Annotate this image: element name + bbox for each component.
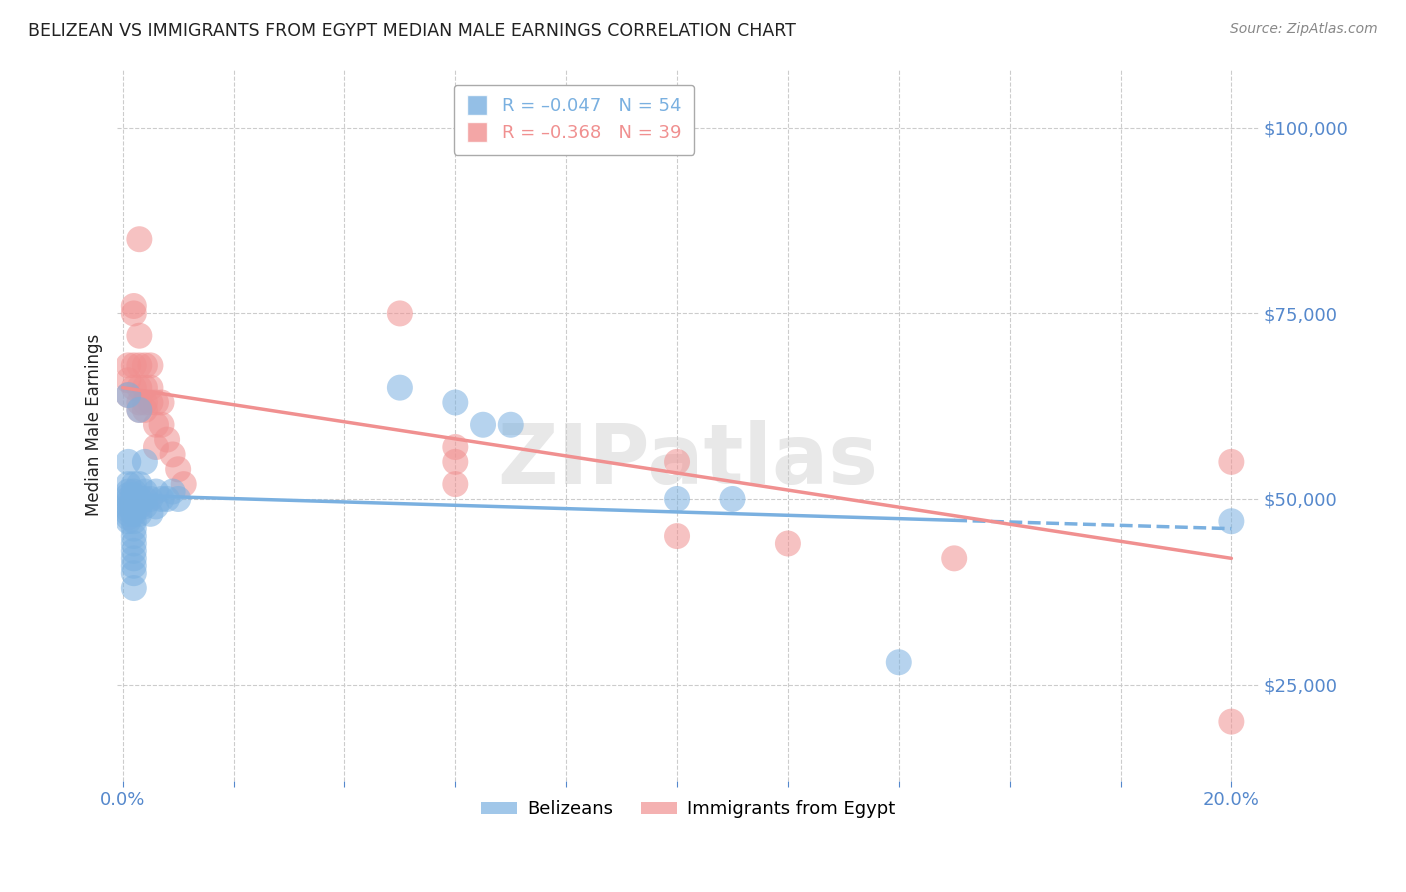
Point bbox=[666, 455, 689, 469]
Point bbox=[167, 462, 190, 476]
Point bbox=[122, 477, 145, 491]
Text: Source: ZipAtlas.com: Source: ZipAtlas.com bbox=[1230, 22, 1378, 37]
Point bbox=[117, 388, 139, 402]
Point bbox=[943, 551, 966, 566]
Point bbox=[139, 381, 162, 395]
Point bbox=[150, 417, 173, 432]
Point bbox=[122, 566, 145, 581]
Point bbox=[162, 447, 184, 461]
Point bbox=[139, 395, 162, 409]
Point bbox=[117, 455, 139, 469]
Y-axis label: Median Male Earnings: Median Male Earnings bbox=[86, 334, 103, 516]
Point bbox=[134, 455, 156, 469]
Point bbox=[122, 299, 145, 313]
Point bbox=[122, 558, 145, 573]
Point bbox=[122, 381, 145, 395]
Point bbox=[128, 381, 150, 395]
Point bbox=[721, 491, 744, 506]
Point bbox=[122, 484, 145, 499]
Point bbox=[139, 507, 162, 521]
Point bbox=[134, 381, 156, 395]
Point bbox=[162, 484, 184, 499]
Point bbox=[1220, 514, 1243, 528]
Point bbox=[139, 491, 162, 506]
Point bbox=[134, 403, 156, 417]
Point bbox=[156, 491, 179, 506]
Point bbox=[134, 484, 156, 499]
Point bbox=[150, 395, 173, 409]
Point bbox=[122, 514, 145, 528]
Point bbox=[117, 484, 139, 499]
Point bbox=[117, 500, 139, 514]
Point bbox=[134, 500, 156, 514]
Text: BELIZEAN VS IMMIGRANTS FROM EGYPT MEDIAN MALE EARNINGS CORRELATION CHART: BELIZEAN VS IMMIGRANTS FROM EGYPT MEDIAN… bbox=[28, 22, 796, 40]
Point bbox=[117, 373, 139, 387]
Point bbox=[122, 529, 145, 543]
Point bbox=[139, 359, 162, 373]
Point bbox=[117, 488, 139, 502]
Point bbox=[444, 455, 467, 469]
Point bbox=[122, 544, 145, 558]
Point bbox=[128, 403, 150, 417]
Point bbox=[776, 536, 799, 550]
Point bbox=[666, 529, 689, 543]
Point bbox=[1220, 714, 1243, 729]
Point bbox=[117, 514, 139, 528]
Legend: Belizeans, Immigrants from Egypt: Belizeans, Immigrants from Egypt bbox=[474, 793, 903, 825]
Point bbox=[128, 403, 150, 417]
Point bbox=[122, 306, 145, 320]
Point bbox=[122, 536, 145, 550]
Point bbox=[122, 488, 145, 502]
Point bbox=[388, 306, 411, 320]
Point bbox=[887, 655, 910, 669]
Point bbox=[444, 395, 467, 409]
Point bbox=[499, 417, 522, 432]
Point bbox=[128, 395, 150, 409]
Point bbox=[128, 491, 150, 506]
Point bbox=[117, 510, 139, 524]
Point bbox=[122, 581, 145, 595]
Point bbox=[1220, 455, 1243, 469]
Point bbox=[117, 503, 139, 517]
Point bbox=[117, 496, 139, 510]
Point bbox=[666, 491, 689, 506]
Point bbox=[156, 433, 179, 447]
Point bbox=[122, 507, 145, 521]
Point bbox=[128, 507, 150, 521]
Point bbox=[444, 440, 467, 454]
Point bbox=[472, 417, 495, 432]
Point bbox=[145, 417, 167, 432]
Point bbox=[173, 477, 195, 491]
Point bbox=[145, 395, 167, 409]
Point bbox=[150, 491, 173, 506]
Point bbox=[117, 388, 139, 402]
Point bbox=[145, 484, 167, 499]
Point bbox=[145, 500, 167, 514]
Point bbox=[128, 359, 150, 373]
Point bbox=[117, 491, 139, 506]
Point bbox=[128, 328, 150, 343]
Point bbox=[134, 395, 156, 409]
Point bbox=[117, 477, 139, 491]
Point bbox=[388, 381, 411, 395]
Point bbox=[167, 491, 190, 506]
Point bbox=[128, 477, 150, 491]
Point bbox=[134, 359, 156, 373]
Point bbox=[122, 496, 145, 510]
Point bbox=[122, 522, 145, 536]
Point bbox=[122, 503, 145, 517]
Point bbox=[122, 491, 145, 506]
Point bbox=[145, 440, 167, 454]
Point bbox=[444, 477, 467, 491]
Point bbox=[117, 507, 139, 521]
Point bbox=[122, 551, 145, 566]
Point bbox=[117, 359, 139, 373]
Point bbox=[134, 491, 156, 506]
Text: ZIPatlas: ZIPatlas bbox=[498, 420, 879, 501]
Point bbox=[122, 500, 145, 514]
Point bbox=[128, 500, 150, 514]
Point bbox=[128, 232, 150, 246]
Point bbox=[122, 359, 145, 373]
